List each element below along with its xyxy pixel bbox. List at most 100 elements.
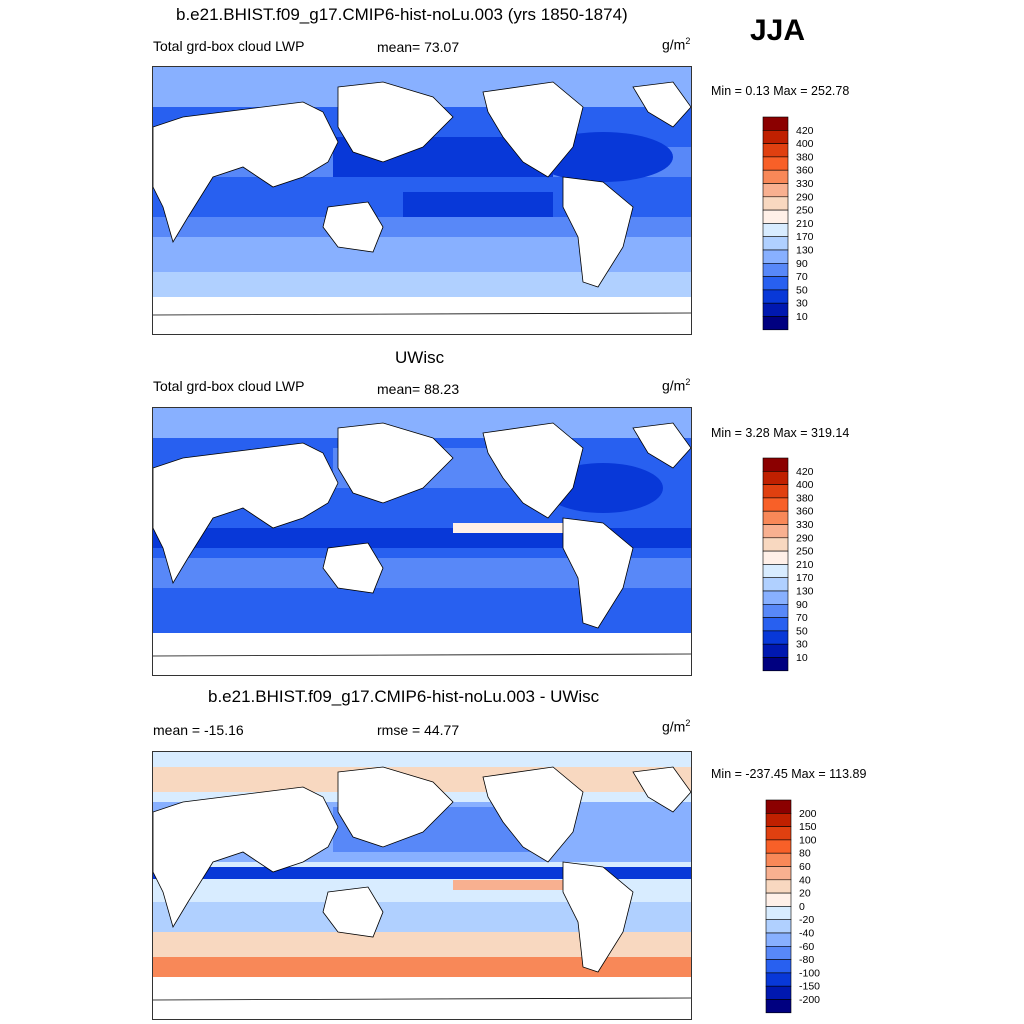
colorbar-swatch [765,839,792,854]
colorbar-tick-label: 10 [796,311,808,323]
panel-3-title: b.e21.BHIST.f09_g17.CMIP6-hist-noLu.003 … [208,687,600,706]
colorbar-tick-label: 30 [796,298,808,310]
colorbar-swatch [762,209,789,224]
panel-2-left-label: Total grd-box cloud LWP [153,378,305,394]
colorbar-tick-label: 40 [799,874,811,886]
colorbar-swatch [765,813,792,827]
colorbar-swatch [762,249,789,264]
colorbar-tick-label: 130 [796,586,814,598]
panel-3-colorbar: 200 150 100 80 60 40 20 0 -20 -40 -60 -80 -100 -150 -2… [765,799,836,1015]
colorbar-tick-label: 330 [796,178,814,190]
colorbar-tick-label: 210 [796,559,814,571]
colorbar-tick-label: 400 [796,479,814,491]
colorbar-swatch [762,550,789,565]
colorbar-swatch [762,484,789,499]
colorbar-swatch [765,959,792,974]
panel-2-units: g/m2 [662,377,691,394]
colorbar-tick-label: 50 [796,284,808,296]
colorbar-swatch [765,932,792,947]
colorbar-tick-label: 290 [796,532,814,544]
panel-2-map [152,407,692,676]
colorbar-tick-label: -60 [799,941,814,953]
colorbar-swatch [762,577,789,592]
colorbar-swatch [762,590,789,605]
panel-1-units: g/m2 [662,36,691,53]
colorbar-swatch [762,537,789,552]
colorbar-swatch [762,196,789,211]
season-label: JJA [750,14,806,47]
colorbar-tick-label: 420 [796,125,814,137]
colorbar-tick-label: 150 [799,821,817,833]
colorbar-tick-label: 50 [796,625,808,637]
colorbar-tick-label: 0 [799,901,805,913]
panel-1-left-label: Total grd-box cloud LWP [153,38,305,54]
colorbar-swatch [762,116,789,131]
panel-2-colorbar: 420 400 380 360 330 290 250 210 170 130 90 70 50 30 10 [762,457,833,673]
colorbar-tick-label: 20 [799,888,811,900]
colorbar-swatch [762,302,789,317]
colorbar-tick-label: 400 [796,138,814,150]
colorbar-tick-label: -20 [799,914,814,926]
colorbar-swatch [762,510,789,525]
colorbar-swatch [762,617,789,632]
colorbar-swatch [765,919,792,934]
colorbar-tick-label: 250 [796,546,814,558]
colorbar-swatch [762,604,789,618]
panel-3-rmse-label: rmse = 44.77 [377,722,460,738]
colorbar-swatch [762,169,789,184]
colorbar-tick-label: 380 [796,151,814,163]
colorbar-swatch [762,236,789,251]
panel-3-units: g/m2 [662,718,691,735]
colorbar-tick-label: 250 [796,205,814,217]
colorbar-tick-label: 170 [796,231,814,243]
panel-2-title: UWisc [395,348,445,367]
colorbar-swatch [762,156,789,171]
colorbar-tick-label: 70 [796,612,808,624]
colorbar-swatch [765,852,792,867]
colorbar-swatch [762,143,789,158]
colorbar-tick-label: 80 [799,848,811,860]
colorbar-tick-label: 360 [796,165,814,177]
colorbar-swatch [762,223,789,238]
panel-1-title: b.e21.BHIST.f09_g17.CMIP6-hist-noLu.003 … [176,5,628,24]
colorbar-swatch [762,263,789,277]
colorbar-tick-label: 210 [796,218,814,230]
colorbar-swatch [762,289,789,304]
colorbar-tick-label: -100 [799,967,820,979]
colorbar-swatch [765,946,792,960]
colorbar-swatch [765,906,792,921]
colorbar-swatch [765,826,792,841]
panel-2-mean-label: mean= 88.23 [377,381,460,397]
colorbar-tick-label: 100 [799,834,817,846]
colorbar-swatch [762,471,789,485]
colorbar-swatch [762,130,789,144]
colorbar-swatch [762,564,789,579]
colorbar-tick-label: 90 [796,258,808,270]
panel-3-minmax: Min = -237.45 Max = 113.89 [711,767,867,781]
colorbar-tick-label: 60 [799,861,811,873]
colorbar-swatch [765,985,792,1000]
colorbar-swatch [765,892,792,907]
colorbar-tick-label: 10 [796,652,808,664]
colorbar-tick-label: -40 [799,928,814,940]
colorbar-swatch [765,879,792,894]
colorbar-tick-label: 380 [796,492,814,504]
panel-1-colorbar: 420 400 380 360 330 290 250 210 170 130 90 70 50 30 10 [762,116,833,332]
colorbar-tick-label: 170 [796,572,814,584]
colorbar-swatch [762,657,789,672]
colorbar-tick-label: 90 [796,599,808,611]
colorbar-swatch [762,643,789,658]
colorbar-swatch [762,457,789,472]
panel-1-minmax: Min = 0.13 Max = 252.78 [711,84,850,98]
colorbar-swatch [762,316,789,331]
colorbar-tick-label: 30 [796,639,808,651]
panel-1-mean-label: mean= 73.07 [377,39,460,55]
colorbar-swatch [765,999,792,1014]
colorbar-swatch [765,799,792,814]
colorbar-swatch [762,524,789,539]
panel-2-minmax: Min = 3.28 Max = 319.14 [711,426,850,440]
panel-3-mean-label: mean = -15.16 [153,722,244,738]
colorbar-tick-label: 130 [796,245,814,257]
colorbar-swatch [762,183,789,198]
colorbar-tick-label: 330 [796,519,814,531]
